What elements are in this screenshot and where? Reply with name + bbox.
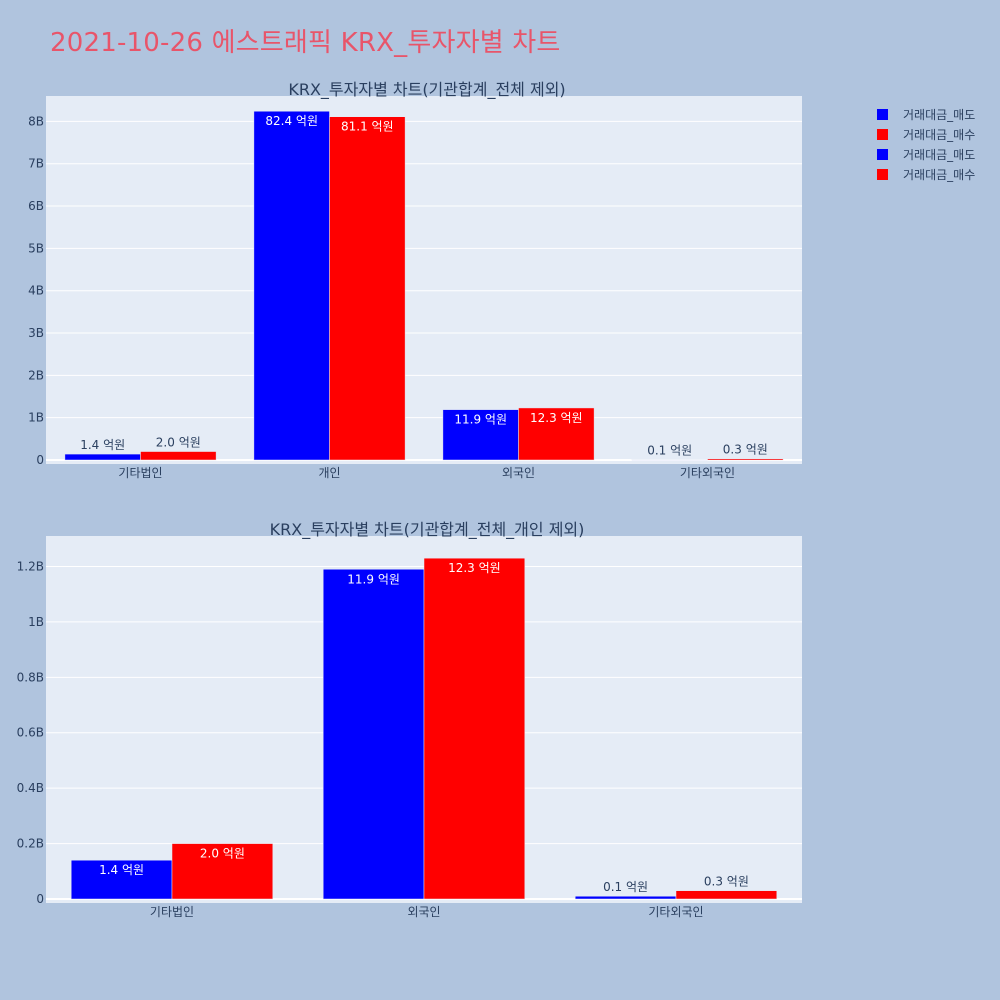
y-tick-label: 7B: [28, 157, 44, 171]
data-label: 81.1 억원: [341, 120, 394, 134]
y-tick-label: 3B: [28, 326, 44, 340]
y-tick-label: 6B: [28, 199, 44, 213]
bar: [70, 859, 173, 900]
y-tick-label: 8B: [28, 114, 44, 128]
y-tick-label: 1B: [28, 411, 44, 425]
y-tick-label: 0.4B: [17, 781, 44, 795]
data-label: 2.0 억원: [156, 436, 201, 450]
x-tick-label: 기타외국인: [680, 466, 735, 480]
x-tick-label: 기타법인: [118, 466, 162, 480]
data-label: 2.0 억원: [200, 847, 245, 861]
y-tick-label: 0.8B: [17, 670, 44, 684]
data-label: 12.3 억원: [448, 561, 501, 575]
bar: [329, 116, 406, 461]
data-label: 0.3 억원: [704, 875, 749, 889]
x-tick-label: 외국인: [502, 466, 535, 480]
y-tick-label: 4B: [28, 284, 44, 298]
legend-label: 거래대금_매도: [903, 148, 975, 162]
legend-swatch: [877, 169, 888, 180]
data-label: 12.3 억원: [530, 411, 583, 425]
data-label: 11.9 억원: [454, 413, 507, 427]
plot-area: [46, 96, 802, 464]
legend-swatch: [877, 149, 888, 160]
legend-label: 거래대금_매도: [903, 108, 975, 122]
data-label: 1.4 억원: [80, 438, 125, 452]
bar: [64, 453, 141, 461]
bar: [171, 843, 274, 900]
legend-label: 거래대금_매수: [903, 128, 975, 142]
data-label: 0.1 억원: [603, 880, 648, 894]
x-tick-label: 기타법인: [150, 905, 194, 919]
bar: [707, 458, 784, 461]
data-label: 0.1 억원: [647, 444, 692, 458]
y-tick-label: 0.2B: [17, 837, 44, 851]
y-tick-label: 0.6B: [17, 726, 44, 740]
bar: [631, 459, 708, 461]
y-tick-label: 0: [36, 892, 44, 906]
bar: [253, 110, 330, 461]
page-title: 2021-10-26 에스트래픽 KRX_투자자별 차트: [50, 28, 561, 58]
y-tick-label: 1B: [28, 615, 44, 629]
y-tick-label: 0: [36, 453, 44, 467]
bar: [140, 451, 217, 461]
bar: [574, 895, 677, 900]
bar: [423, 557, 526, 900]
legend-swatch: [877, 109, 888, 120]
data-label: 11.9 억원: [347, 572, 400, 586]
data-label: 82.4 억원: [265, 114, 318, 128]
x-tick-label: 개인: [318, 466, 340, 480]
y-tick-label: 2B: [28, 368, 44, 382]
x-tick-label: 기타외국인: [648, 905, 703, 919]
bar: [675, 890, 778, 900]
bar: [322, 569, 425, 900]
data-label: 0.3 억원: [723, 443, 768, 457]
bar: [442, 409, 519, 461]
bar: [518, 407, 595, 461]
chart-title: KRX_투자자별 차트(기관합계_전체 제외): [288, 80, 565, 100]
y-tick-label: 5B: [28, 241, 44, 255]
legend-label: 거래대금_매수: [903, 168, 975, 182]
y-tick-label: 1.2B: [17, 559, 44, 573]
chart-title: KRX_투자자별 차트(기관합계_전체_개인 제외): [270, 520, 585, 540]
legend-swatch: [877, 129, 888, 140]
data-label: 1.4 억원: [99, 863, 144, 877]
x-tick-label: 외국인: [407, 905, 440, 919]
